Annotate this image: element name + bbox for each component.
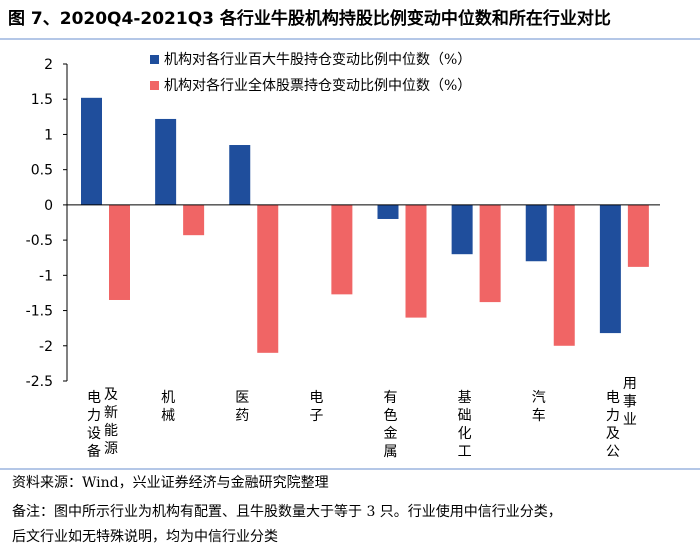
bar-series1	[229, 145, 251, 205]
y-tick-label: 0	[44, 198, 53, 214]
category-label-char: 有	[384, 390, 398, 406]
y-tick-label: -1.5	[26, 304, 53, 320]
bar-series1	[81, 97, 102, 205]
y-tick-label: 1.5	[31, 92, 53, 108]
category-label-char: 属	[384, 444, 398, 460]
category-label-char: 子	[309, 408, 323, 424]
category-label-char: 础	[458, 408, 472, 424]
bar-series2	[109, 204, 130, 300]
y-tick-label: -2	[39, 339, 53, 355]
category-label-char: 车	[532, 407, 546, 424]
source-note: 资料来源：Wind，兴业证券经济与金融研究院整理	[12, 475, 329, 491]
bar-series2	[405, 204, 427, 318]
category-label-char: 设	[87, 426, 101, 442]
category-label-char: 力	[87, 408, 101, 424]
bar-series2	[257, 204, 279, 353]
category-label-char: 色	[384, 407, 398, 424]
category-label-char: 力	[606, 408, 620, 424]
bar-series1	[599, 204, 621, 334]
y-tick-label: -0.5	[26, 233, 53, 249]
category-label-char: 基	[458, 389, 472, 406]
bar-series2	[183, 204, 205, 236]
category-label-char: 新	[104, 405, 118, 421]
y-tick-label: 0.5	[31, 163, 53, 179]
chart-title: 图 7、2020Q4-2021Q3 各行业牛股机构持股比例变动中位数和所在行业对…	[8, 9, 611, 29]
category-label-char: 能	[104, 423, 118, 439]
bar-series1	[377, 204, 399, 219]
category-label-char: 械	[161, 408, 175, 424]
bar-series2	[627, 204, 649, 267]
y-tick-label: 2	[44, 57, 53, 73]
footer-divider	[0, 468, 700, 470]
legend-label-series1: 机构对各行业百大牛股持仓变动比例中位数（%）	[164, 52, 471, 68]
category-label-char: 备	[87, 443, 101, 460]
category-label-char: 机	[161, 390, 175, 406]
bar-series1	[155, 118, 177, 205]
y-tick-label: 1	[44, 127, 53, 143]
bar-series2	[553, 204, 575, 346]
y-axis: 2 1.5 1 0.5 0 -0.5 -1 -1.5 -2 -2.5	[26, 57, 68, 390]
category-label-char: 电	[606, 390, 620, 406]
category-label-char: 及	[104, 387, 118, 403]
remark-line-1: 备注：图中所示行业为机构有配置、且牛股数量大于等于 3 只。行业使用中信行业分类…	[12, 504, 562, 520]
category-label: 电子	[309, 390, 323, 424]
y-tick-label: -2.5	[26, 374, 53, 390]
legend-label-series2: 机构对各行业全体股票持仓变动比例中位数（%）	[164, 77, 471, 94]
category-label-char: 药	[235, 408, 249, 424]
legend-swatch-series1	[150, 55, 159, 64]
category-label-char: 公	[606, 444, 620, 460]
category-label: 医药	[235, 390, 249, 424]
category-label-char: 源	[104, 441, 118, 457]
category-label-char: 事	[623, 394, 637, 410]
category-label: 机械	[161, 390, 175, 424]
category-label-char: 工	[458, 444, 472, 460]
y-tick-label: -1	[39, 268, 53, 284]
legend: 机构对各行业百大牛股持仓变动比例中位数（%） 机构对各行业全体股票持仓变动比例中…	[150, 52, 471, 94]
legend-swatch-series2	[150, 81, 159, 90]
bar-chart: 机构对各行业百大牛股持仓变动比例中位数（%） 机构对各行业全体股票持仓变动比例中…	[26, 52, 660, 460]
category-label-char: 电	[87, 390, 101, 406]
bars	[81, 97, 649, 353]
category-label-char: 汽	[532, 390, 546, 406]
bar-series2	[331, 204, 353, 295]
category-label: 汽车	[532, 390, 546, 424]
bar-series2	[479, 204, 501, 303]
category-label-char: 金	[384, 426, 398, 442]
category-label-char: 及	[606, 426, 620, 442]
bar-series1	[451, 204, 473, 255]
remark-line-2: 后文行业如无特殊说明，均为中信行业分类	[12, 529, 278, 545]
category-label-char: 业	[623, 412, 637, 428]
category-label-char: 医	[235, 390, 249, 406]
bar-series1	[525, 204, 547, 262]
category-label-char: 电	[309, 390, 323, 406]
category-label-char: 化	[458, 426, 472, 442]
category-label-char: 用	[623, 376, 637, 392]
title-divider	[0, 38, 700, 40]
